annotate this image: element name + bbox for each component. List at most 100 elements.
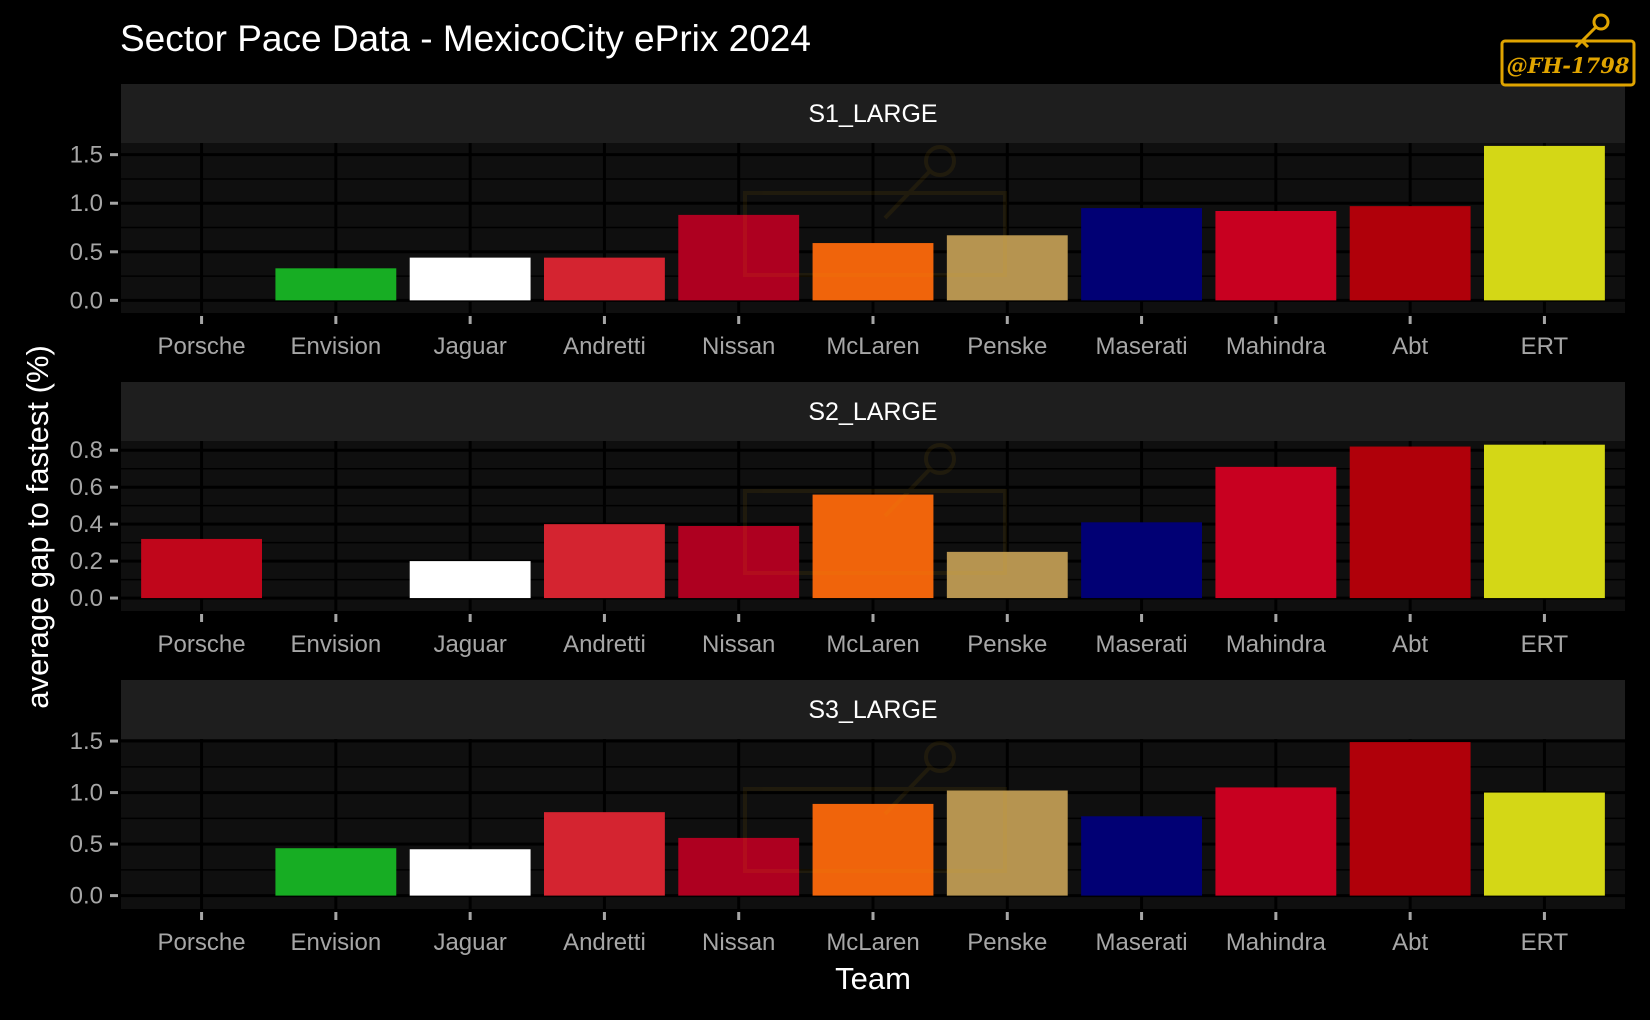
bar-s3-large-ert bbox=[1484, 792, 1605, 896]
y-tick-label: 0.0 bbox=[70, 883, 103, 910]
panel-watermark-key-shaft bbox=[883, 169, 932, 220]
facet-strip bbox=[121, 84, 1625, 143]
x-tick-label-nissan: Nissan bbox=[702, 929, 775, 956]
bar-s2-large-jaguar bbox=[409, 561, 531, 599]
bar-s3-large-maserati bbox=[1081, 816, 1202, 896]
bar-s1-large-penske bbox=[946, 235, 1068, 301]
x-tick-label-maserati: Maserati bbox=[1096, 631, 1188, 658]
x-tick-label-porsche: Porsche bbox=[158, 631, 246, 658]
x-tick-label-mclaren: McLaren bbox=[826, 631, 919, 658]
bar-s3-large-envision bbox=[275, 848, 397, 896]
y-axis-title: average gap to fastest (%) bbox=[20, 345, 55, 709]
x-tick-label-envision: Envision bbox=[290, 631, 381, 658]
bar-s3-large-penske bbox=[946, 790, 1068, 896]
x-tick-label-jaguar: Jaguar bbox=[433, 929, 506, 956]
y-tick-label: 0.2 bbox=[70, 548, 103, 575]
bar-s3-large-nissan bbox=[678, 837, 800, 896]
panel-watermark-frame bbox=[743, 191, 1007, 277]
x-tick-label-jaguar: Jaguar bbox=[433, 631, 506, 658]
facet-strip-label: S3_LARGE bbox=[808, 696, 937, 724]
bar-s3-large-mclaren bbox=[812, 803, 934, 896]
bar-s3-large-mahindra bbox=[1215, 787, 1337, 896]
bar-s3-large-abt bbox=[1349, 742, 1471, 896]
y-tick-label: 0.0 bbox=[70, 585, 103, 612]
facet-s2-large: S2_LARGE 0.0 0.2 0.4 0.6 0.8 Porsche Envision Ja… bbox=[70, 382, 1625, 658]
panel-watermark-key-shaft bbox=[883, 765, 932, 816]
x-tick-label-andretti: Andretti bbox=[563, 631, 646, 658]
x-tick-label-mahindra: Mahindra bbox=[1226, 631, 1327, 658]
x-axis-title: Team bbox=[835, 961, 911, 996]
y-tick-label: 0.0 bbox=[70, 287, 103, 314]
x-tick-label-nissan: Nissan bbox=[702, 631, 775, 658]
x-tick-label-andretti: Andretti bbox=[563, 929, 646, 956]
x-tick-label-porsche: Porsche bbox=[158, 333, 246, 360]
panel-watermark-frame bbox=[743, 489, 1007, 575]
watermark-logo: @FH-1798 bbox=[1500, 13, 1636, 87]
bar-s2-large-maserati bbox=[1081, 522, 1202, 599]
bar-s1-large-maserati bbox=[1081, 208, 1202, 301]
bar-s2-large-ert bbox=[1484, 444, 1605, 599]
x-tick-label-envision: Envision bbox=[290, 333, 381, 360]
x-tick-label-ert: ERT bbox=[1521, 333, 1569, 360]
bar-s1-large-jaguar bbox=[409, 257, 531, 301]
facet-strip-label: S1_LARGE bbox=[808, 100, 937, 128]
x-tick-label-abt: Abt bbox=[1392, 333, 1428, 360]
y-tick-label: 0.4 bbox=[70, 511, 103, 538]
x-tick-label-ert: ERT bbox=[1521, 631, 1569, 658]
facet-panels: S1_LARGE 0.0 0.5 1.0 1.5 Porsche Envision Jagua… bbox=[70, 84, 1625, 956]
x-tick-label-mclaren: McLaren bbox=[826, 929, 919, 956]
bar-s1-large-envision bbox=[275, 268, 397, 301]
x-tick-label-envision: Envision bbox=[290, 929, 381, 956]
y-tick-label: 0.5 bbox=[70, 239, 103, 266]
bar-s2-large-nissan bbox=[678, 526, 800, 599]
x-tick-label-penske: Penske bbox=[967, 929, 1047, 956]
x-tick-label-mahindra: Mahindra bbox=[1226, 929, 1327, 956]
bar-s3-large-andretti bbox=[544, 812, 665, 896]
facet-s1-large: S1_LARGE 0.0 0.5 1.0 1.5 Porsche Envision Jagua… bbox=[70, 84, 1625, 360]
panel-watermark-key-shaft bbox=[883, 467, 932, 518]
x-tick-label-penske: Penske bbox=[967, 631, 1047, 658]
bar-s1-large-mclaren bbox=[812, 243, 934, 301]
facet-s3-large: S3_LARGE 0.0 0.5 1.0 1.5 Porsche Envision Jagua… bbox=[70, 680, 1625, 956]
x-tick-label-maserati: Maserati bbox=[1096, 333, 1188, 360]
x-tick-label-nissan: Nissan bbox=[702, 333, 775, 360]
facet-strip bbox=[121, 680, 1625, 739]
x-tick-label-abt: Abt bbox=[1392, 631, 1428, 658]
y-tick-label: 1.5 bbox=[70, 142, 103, 169]
panel-watermark-key bbox=[924, 145, 956, 177]
x-tick-label-ert: ERT bbox=[1521, 929, 1569, 956]
panel-watermark bbox=[743, 145, 1007, 277]
x-tick-label-jaguar: Jaguar bbox=[433, 333, 506, 360]
x-tick-label-mahindra: Mahindra bbox=[1226, 333, 1327, 360]
panel-watermark-key bbox=[924, 741, 956, 773]
x-tick-label-porsche: Porsche bbox=[158, 929, 246, 956]
y-tick-label: 1.5 bbox=[70, 728, 103, 755]
bar-s2-large-abt bbox=[1349, 446, 1471, 599]
bar-s1-large-andretti bbox=[544, 257, 665, 301]
bar-s2-large-porsche bbox=[141, 538, 262, 599]
bar-s2-large-andretti bbox=[544, 524, 665, 599]
bar-s2-large-mahindra bbox=[1215, 466, 1337, 599]
y-tick-label: 0.5 bbox=[70, 831, 103, 858]
x-tick-label-mclaren: McLaren bbox=[826, 333, 919, 360]
bar-s1-large-ert bbox=[1484, 145, 1605, 301]
y-tick-label: 0.6 bbox=[70, 474, 103, 501]
bar-s1-large-mahindra bbox=[1215, 211, 1337, 301]
bar-s2-large-mclaren bbox=[812, 494, 934, 599]
panel-watermark bbox=[743, 741, 1007, 873]
facet-strip-label: S2_LARGE bbox=[808, 398, 937, 426]
y-tick-label: 1.0 bbox=[70, 190, 103, 217]
x-tick-label-penske: Penske bbox=[967, 333, 1047, 360]
watermark-frame bbox=[1500, 39, 1636, 87]
panel-watermark-key bbox=[924, 443, 956, 475]
x-tick-label-maserati: Maserati bbox=[1096, 929, 1188, 956]
facet-strip bbox=[121, 382, 1625, 441]
watermark-text: @FH-1798 bbox=[1507, 53, 1630, 78]
bar-s1-large-abt bbox=[1349, 206, 1471, 301]
bar-s3-large-jaguar bbox=[409, 849, 531, 896]
y-tick-label: 1.0 bbox=[70, 780, 103, 807]
x-tick-label-andretti: Andretti bbox=[563, 333, 646, 360]
panel-watermark bbox=[743, 443, 1007, 575]
y-tick-label: 0.8 bbox=[70, 437, 103, 464]
